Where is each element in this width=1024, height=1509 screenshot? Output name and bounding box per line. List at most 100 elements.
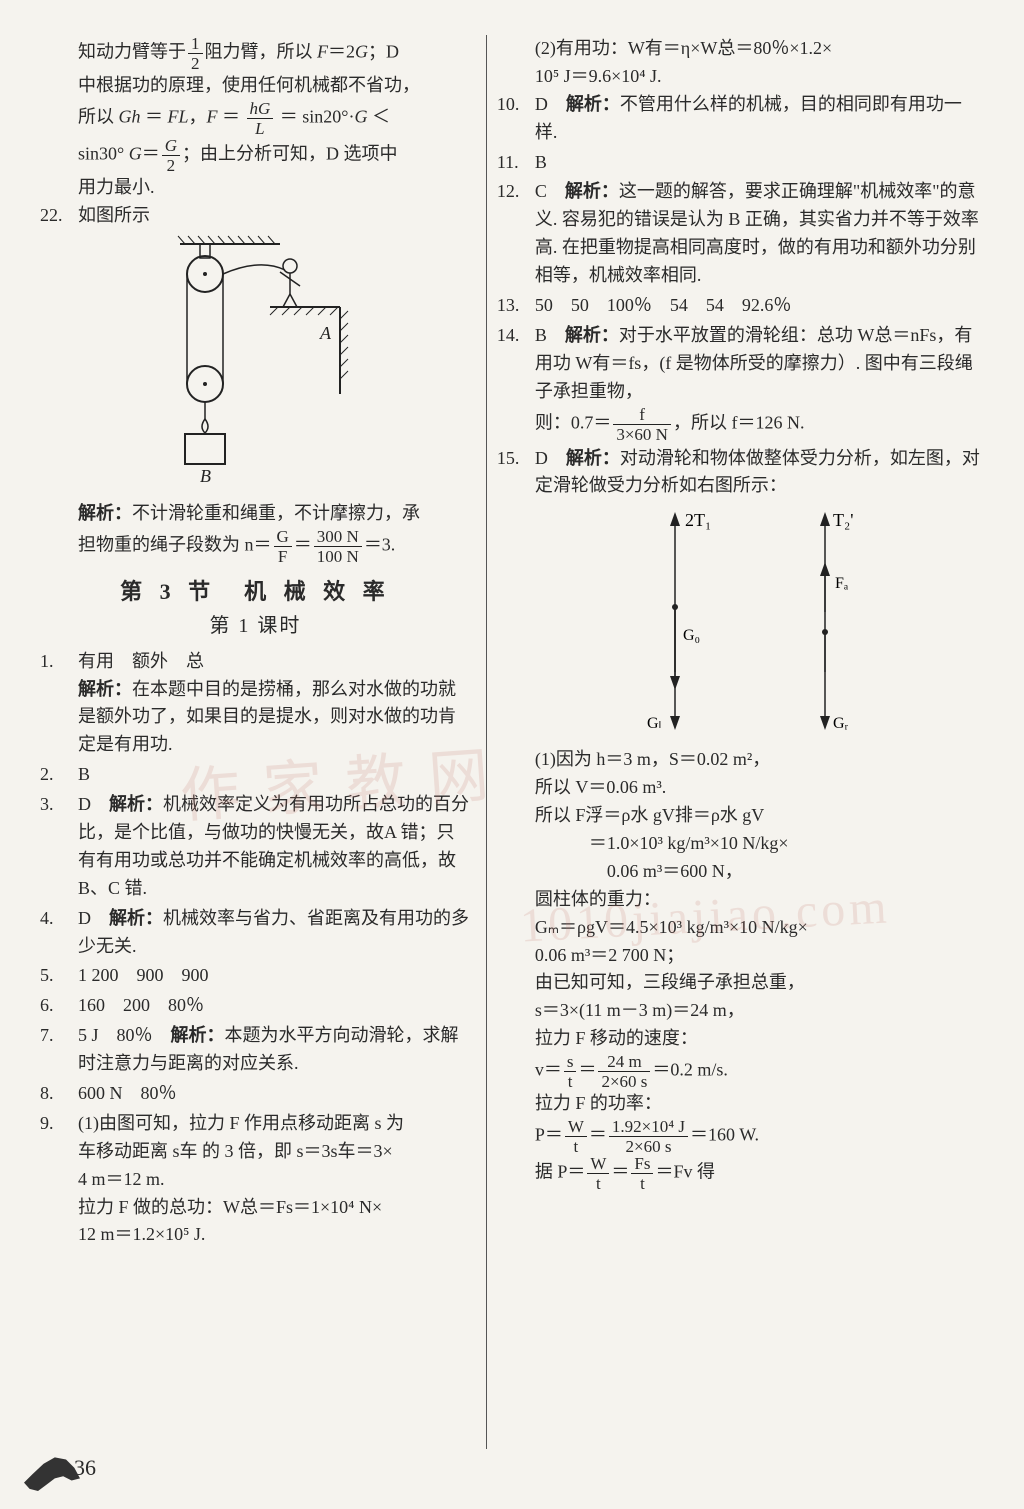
label-fa: Fₐ xyxy=(835,575,849,592)
answer: 600 N 80％ xyxy=(78,1080,471,1108)
page-columns: 知动力臂等于12阻力臂，所以 F＝2G；D 中根据功的原理，使用任何机械都不省功… xyxy=(40,35,994,1251)
text-line: 10⁵ J＝9.6×10⁴ J. xyxy=(535,63,983,91)
label-t2: T₂' xyxy=(833,510,854,530)
answer: B xyxy=(535,325,547,345)
q15: 15. D 解析：对动滑轮和物体做整体受力分析，如左图，对定滑轮做受力分析如右图… xyxy=(497,445,983,501)
q-number: 9. xyxy=(40,1110,78,1249)
text-line: 用力最小. xyxy=(78,174,471,202)
answer: 50 50 100％ 54 54 92.6％ xyxy=(535,292,983,320)
q-number: 1. xyxy=(40,648,78,760)
q-number: 12. xyxy=(497,178,535,290)
answer: D xyxy=(78,794,91,814)
expl-label: 解析： xyxy=(171,1025,225,1045)
answer: 1 200 900 900 xyxy=(78,962,471,990)
text: 不计滑轮重和绳重，不计摩擦力，承 xyxy=(132,503,420,523)
q-number: 14. xyxy=(497,322,535,443)
text-line: 担物重的绳子段数为 n＝GF＝300 N100 N＝3. xyxy=(78,528,471,565)
q7: 7. 5 J 80％ 解析：本题为水平方向动滑轮，求解时注意力与距离的对应关系. xyxy=(40,1022,471,1078)
answer: D xyxy=(535,448,548,468)
answer: B xyxy=(535,149,983,177)
q-body: 如图所示 xyxy=(78,202,471,230)
section-title: 第 3 节 机 械 效 率 xyxy=(40,575,471,609)
expl-label: 解析： xyxy=(78,503,132,523)
q6: 6. 160 200 80％ xyxy=(40,992,471,1020)
text-line: 4 m＝12 m. xyxy=(78,1166,471,1194)
text-line: (1)由图可知，拉力 F 作用点移动距离 s 为 xyxy=(78,1110,471,1138)
q-number: 8. xyxy=(40,1080,78,1108)
sub-title: 第 1 课时 xyxy=(40,611,471,642)
q-number: 4. xyxy=(40,905,78,961)
q-number: 15. xyxy=(497,445,535,501)
q-number: 22. xyxy=(40,202,78,230)
q5: 5. 1 200 900 900 xyxy=(40,962,471,990)
expl-label: 解析： xyxy=(565,325,619,345)
q10: 10. D 解析：不管用什么样的机械，目的相同即有用功一样. xyxy=(497,91,983,147)
expl-label: 解析： xyxy=(109,908,163,928)
q-number: 10. xyxy=(497,91,535,147)
text-line: 由已知可知，三段绳子承担总重， xyxy=(535,969,983,997)
q-body: C 解析：这一题的解答，要求正确理解"机械效率"的意义. 容易犯的错误是认为 B… xyxy=(535,178,983,290)
calc-line: v＝st＝24 m2×60 s＝0.2 m/s. xyxy=(535,1053,983,1090)
fig-label-a: A xyxy=(319,323,332,343)
pulley-figure: A B xyxy=(150,234,360,494)
force-diagram: 2T₁ G₀ Gₗ T₂' Fₐ Gᵣ xyxy=(575,502,905,742)
label-g0: G₀ xyxy=(683,627,700,644)
q-body: (1)由图可知，拉力 F 作用点移动距离 s 为 车移动距离 s车 的 3 倍，… xyxy=(78,1110,471,1249)
text-line: 所以 F浮＝ρ水 gV排＝ρ水 gV xyxy=(535,802,983,830)
answer: D xyxy=(535,94,548,114)
text-line: 拉力 F 的功率： xyxy=(535,1090,983,1118)
q12: 12. C 解析：这一题的解答，要求正确理解"机械效率"的意义. 容易犯的错误是… xyxy=(497,178,983,290)
q11: 11. B xyxy=(497,149,983,177)
calc-line: 则：0.7＝f3×60 N，所以 f＝126 N. xyxy=(535,406,983,443)
q-number: 11. xyxy=(497,149,535,177)
text-line: 拉力 F 移动的速度： xyxy=(535,1025,983,1053)
page-number: 36 xyxy=(74,1451,96,1485)
text-line: 拉力 F 做的总功：W总＝Fs＝1×10⁴ N× xyxy=(78,1194,471,1222)
expl-label: 解析： xyxy=(565,181,619,201)
text-line: 知动力臂等于12阻力臂，所以 F＝2G；D xyxy=(78,35,471,72)
q-body: B 解析：对于水平放置的滑轮组：总功 W总＝nFs，有用功 W有＝fs，(f 是… xyxy=(535,322,983,443)
dolphin-icon xyxy=(24,1449,80,1491)
label-gl: Gₗ xyxy=(647,715,661,732)
answer: C xyxy=(535,181,547,201)
text-line: (2)有用功：W有＝η×W总＝80％×1.2× xyxy=(535,35,983,63)
q22-explanation: 解析：不计滑轮重和绳重，不计摩擦力，承 担物重的绳子段数为 n＝GF＝300 N… xyxy=(40,500,471,565)
q-number: 3. xyxy=(40,791,78,903)
q-number: 6. xyxy=(40,992,78,1020)
answer: 160 200 80％ xyxy=(78,992,471,1020)
q4: 4. D 解析：机械效率与省力、省距离及有用功的多少无关. xyxy=(40,905,471,961)
q21-continuation: 知动力臂等于12阻力臂，所以 F＝2G；D 中根据功的原理，使用任何机械都不省功… xyxy=(40,35,471,202)
left-column: 知动力臂等于12阻力臂，所以 F＝2G；D 中根据功的原理，使用任何机械都不省功… xyxy=(40,35,479,1251)
text-line: 所以 Gh ＝ FL，F ＝ hGL ＝ sin20°·G ＜ xyxy=(78,100,471,137)
q8: 8. 600 N 80％ xyxy=(40,1080,471,1108)
expl-label: 解析： xyxy=(566,448,620,468)
expl-label: 解析： xyxy=(109,794,163,814)
q13: 13. 50 50 100％ 54 54 92.6％ xyxy=(497,292,983,320)
answer: 5 J 80％ xyxy=(78,1025,153,1045)
q-body: 5 J 80％ 解析：本题为水平方向动滑轮，求解时注意力与距离的对应关系. xyxy=(78,1022,471,1078)
q15-calc: (1)因为 h＝3 m，S＝0.02 m²， 所以 V＝0.06 m³. 所以 … xyxy=(497,746,983,1192)
label-gr: Gᵣ xyxy=(833,715,849,732)
text-line: 中根据功的原理，使用任何机械都不省功， xyxy=(78,72,471,100)
q14: 14. B 解析：对于水平放置的滑轮组：总功 W总＝nFs，有用功 W有＝fs，… xyxy=(497,322,983,443)
text-line: sin30° G＝G2；由上分析可知，D 选项中 xyxy=(78,137,471,174)
text-line: 所以 V＝0.06 m³. xyxy=(535,774,983,802)
text-line: (1)因为 h＝3 m，S＝0.02 m²， xyxy=(535,746,983,774)
answer: 有用 额外 总 xyxy=(78,648,471,676)
answer: D xyxy=(78,908,91,928)
q-number: 13. xyxy=(497,292,535,320)
q-body: D 解析：不管用什么样的机械，目的相同即有用功一样. xyxy=(535,91,983,147)
q9-continuation: (2)有用功：W有＝η×W总＝80％×1.2× 10⁵ J＝9.6×10⁴ J. xyxy=(497,35,983,91)
calc-line: P＝Wt＝1.92×10⁴ J2×60 s＝160 W. xyxy=(535,1118,983,1155)
text-line: 12 m＝1.2×10⁵ J. xyxy=(78,1221,471,1249)
label-2t1: 2T₁ xyxy=(685,510,711,530)
fig-label-b: B xyxy=(200,466,211,486)
q-number: 5. xyxy=(40,962,78,990)
q-body: D 解析：对动滑轮和物体做整体受力分析，如左图，对定滑轮做受力分析如右图所示： xyxy=(535,445,983,501)
text-line: 车移动距离 s车 的 3 倍，即 s＝3s车＝3× xyxy=(78,1138,471,1166)
page-footer: 36 xyxy=(24,1449,96,1491)
q-number: 7. xyxy=(40,1022,78,1078)
text-line: s＝3×(11 m－3 m)＝24 m， xyxy=(535,997,983,1025)
calc-line: 据 P＝Wt＝Fst＝Fv 得 xyxy=(535,1155,983,1192)
q-number: 2. xyxy=(40,761,78,789)
